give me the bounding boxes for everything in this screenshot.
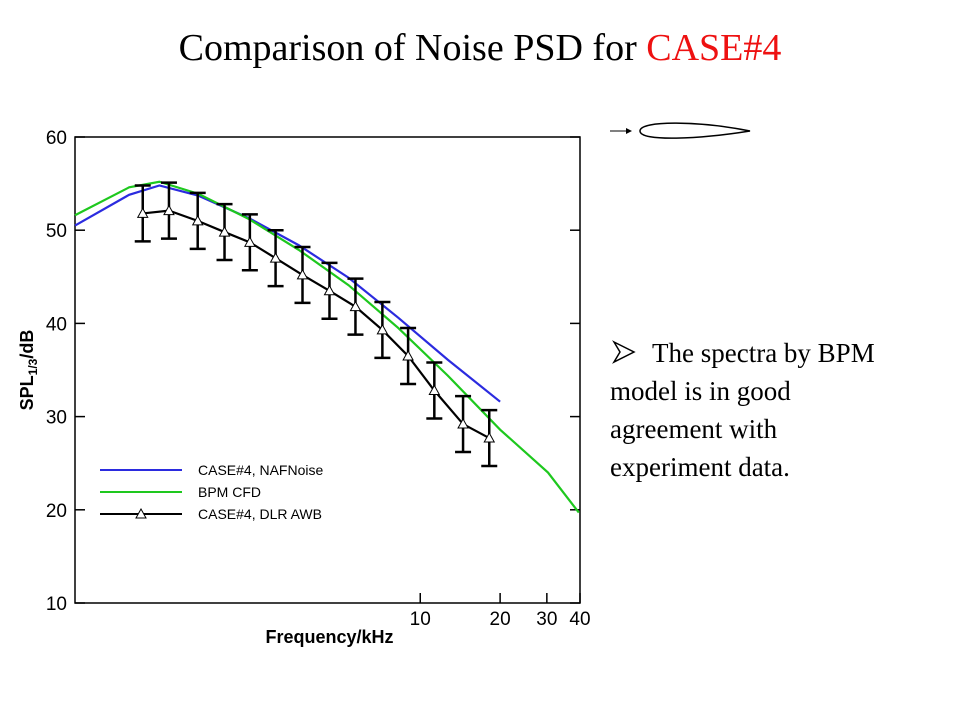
data-point xyxy=(376,323,389,335)
legend-label: CASE#4, NAFNoise xyxy=(198,462,323,478)
data-point xyxy=(244,236,256,247)
title-highlight: CASE#4 xyxy=(646,27,781,69)
bullet-icon xyxy=(612,340,636,364)
data-point xyxy=(349,300,362,312)
data-point xyxy=(402,349,414,361)
y-label-unit: /dB xyxy=(17,330,37,359)
y-tick-label: 40 xyxy=(46,314,67,335)
legend-label: BPM CFD xyxy=(198,484,261,500)
data-point xyxy=(483,432,496,443)
y-tick-label: 30 xyxy=(46,408,67,429)
y-tick-label: 60 xyxy=(46,128,67,149)
bullet-text: The spectra by BPM model is in good agre… xyxy=(610,338,875,482)
bullet-line: agreement with xyxy=(610,414,778,444)
y-tick-label: 10 xyxy=(46,594,67,615)
bullet-line: experiment data. xyxy=(610,452,790,482)
data-point xyxy=(269,252,282,263)
legend-marker xyxy=(135,507,147,519)
series-line xyxy=(74,180,580,514)
data-point xyxy=(457,418,469,429)
bullet-line: The spectra by BPM xyxy=(652,338,875,368)
airfoil-icon xyxy=(610,122,751,139)
data-point xyxy=(428,384,441,396)
y-axis-label: SPL1/3/dB xyxy=(17,330,40,411)
data-point xyxy=(191,214,204,226)
y-label-main: SPL xyxy=(17,375,37,410)
data-point xyxy=(163,204,175,216)
y-tick-label: 50 xyxy=(46,221,67,242)
series-line xyxy=(142,209,490,440)
y-tick-label: 20 xyxy=(46,501,67,522)
x-axis-label: Frequency/kHz xyxy=(265,627,393,647)
bullet-line: model is in good xyxy=(610,376,791,406)
data-point xyxy=(218,226,231,237)
series-line xyxy=(74,184,501,403)
plot-frame xyxy=(74,136,581,604)
data-point xyxy=(323,284,336,296)
y-label-sub: 1/3 xyxy=(26,358,40,375)
x-tick-label: 30 xyxy=(536,609,557,630)
legend-label: CASE#4, DLR AWB xyxy=(198,506,322,522)
chart: 10 20 30 40 50 60 10 20 30 40 Frequency/kHz SPL1/3/… xyxy=(17,128,591,647)
slide-title: Comparison of Noise PSD for CASE#4 xyxy=(179,27,782,69)
title-text: Comparison of Noise PSD for xyxy=(179,27,647,69)
x-tick-label: 40 xyxy=(569,609,590,630)
x-tick-label: 10 xyxy=(410,609,431,630)
data-point xyxy=(136,207,149,218)
x-tick-label: 20 xyxy=(490,609,511,630)
data-point xyxy=(296,268,309,280)
